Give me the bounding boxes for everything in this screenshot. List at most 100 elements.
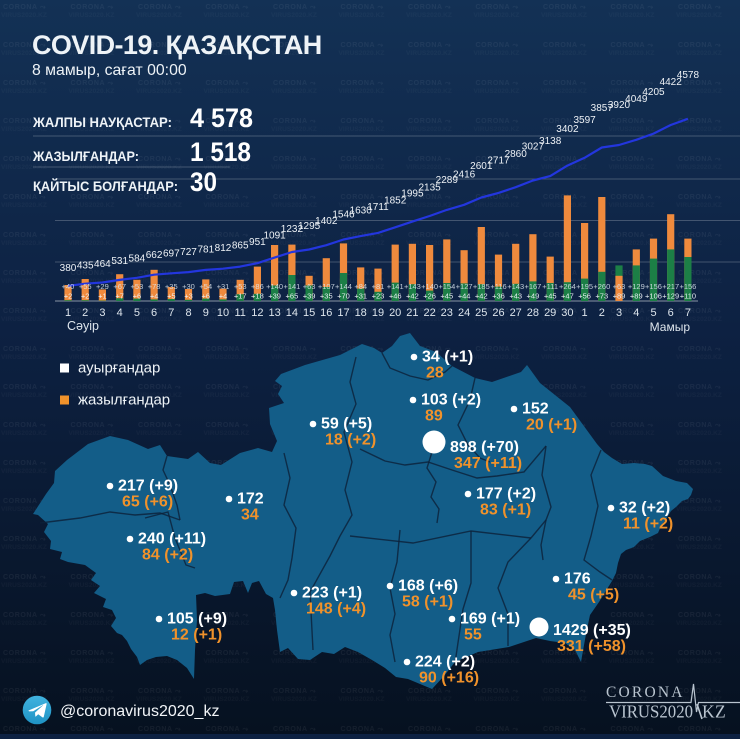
svg-text:+26: +26 — [423, 292, 436, 301]
svg-text:464: 464 — [94, 259, 111, 270]
svg-text:+40: +40 — [62, 282, 75, 291]
svg-text:4578: 4578 — [677, 70, 700, 81]
svg-text:+29: +29 — [96, 282, 109, 291]
svg-text:30: 30 — [190, 167, 217, 197]
svg-text:224 (+2): 224 (+2) — [415, 654, 475, 671]
svg-text:+1: +1 — [98, 292, 107, 301]
svg-text:+39: +39 — [268, 292, 281, 301]
svg-text:4: 4 — [117, 307, 123, 319]
svg-text:+23: +23 — [372, 292, 385, 301]
svg-text:+154: +154 — [438, 282, 455, 291]
svg-text:1: 1 — [65, 307, 71, 319]
svg-text:4 578: 4 578 — [190, 103, 253, 133]
svg-text:+35: +35 — [165, 282, 178, 291]
svg-text:19: 19 — [372, 307, 384, 319]
svg-text:+43: +43 — [509, 292, 522, 301]
svg-text:+264: +264 — [559, 282, 576, 291]
svg-text:172: 172 — [237, 491, 264, 508]
svg-text:ЖАЗЫЛҒАНДАР:: ЖАЗЫЛҒАНДАР: — [32, 148, 139, 164]
svg-text:58 (+1): 58 (+1) — [402, 594, 453, 611]
svg-text:34: 34 — [241, 507, 259, 524]
svg-text:+260: +260 — [593, 282, 610, 291]
svg-text:16: 16 — [320, 307, 332, 319]
svg-text:+107: +107 — [318, 282, 335, 291]
svg-text:+6: +6 — [202, 292, 211, 301]
svg-text:+35: +35 — [320, 292, 333, 301]
svg-text:+42: +42 — [406, 292, 419, 301]
svg-text:176: 176 — [564, 571, 591, 588]
svg-text:+4: +4 — [150, 292, 159, 301]
svg-text:34 (+1): 34 (+1) — [422, 349, 473, 366]
svg-text:380: 380 — [60, 263, 77, 274]
svg-text:+73: +73 — [595, 292, 608, 301]
svg-text:+140: +140 — [266, 282, 283, 291]
svg-text:3597: 3597 — [573, 115, 596, 126]
svg-text:COVID-19. ҚАЗАҚСТАН: COVID-19. ҚАЗАҚСТАН — [32, 30, 322, 60]
svg-text:20: 20 — [389, 307, 401, 319]
svg-text:+143: +143 — [507, 282, 524, 291]
svg-text:168 (+6): 168 (+6) — [398, 578, 458, 595]
svg-text:59 (+5): 59 (+5) — [321, 416, 372, 433]
svg-text:1: 1 — [582, 307, 588, 319]
svg-text:169 (+1): 169 (+1) — [460, 611, 520, 628]
svg-text:+110: +110 — [680, 292, 696, 301]
svg-text:жазылғандар: жазылғандар — [78, 392, 170, 409]
svg-text:+36: +36 — [492, 292, 505, 301]
svg-text:Мамыр: Мамыр — [650, 320, 691, 334]
svg-text:9: 9 — [203, 307, 209, 319]
svg-text:+65: +65 — [286, 292, 299, 301]
svg-text:18: 18 — [355, 307, 367, 319]
svg-text:83 (+1): 83 (+1) — [480, 502, 531, 519]
svg-text:223 (+1): 223 (+1) — [302, 585, 362, 602]
svg-text:11: 11 — [234, 307, 245, 319]
svg-text:17: 17 — [337, 307, 349, 319]
svg-text:28: 28 — [426, 365, 444, 382]
svg-text:+127: +127 — [456, 282, 473, 291]
svg-text:+3: +3 — [184, 292, 193, 301]
svg-text:+116: +116 — [490, 282, 506, 291]
svg-text:4205: 4205 — [642, 87, 665, 98]
svg-text:662: 662 — [146, 250, 163, 261]
svg-text:ЖАЛПЫ НАУҚАСТАР:: ЖАЛПЫ НАУҚАСТАР: — [32, 114, 172, 130]
svg-text:812: 812 — [215, 243, 232, 254]
svg-text:+129: +129 — [628, 282, 645, 291]
svg-text:13: 13 — [268, 307, 280, 319]
svg-text:30: 30 — [561, 307, 573, 319]
svg-text:7: 7 — [685, 307, 691, 319]
svg-text:18 (+2): 18 (+2) — [325, 432, 376, 449]
svg-text:+195: +195 — [576, 282, 593, 291]
svg-text:24: 24 — [458, 307, 470, 319]
svg-text:240 (+11): 240 (+11) — [138, 531, 206, 548]
svg-text:105 (+9): 105 (+9) — [167, 611, 227, 628]
svg-text:VIRUS2020: VIRUS2020 — [609, 702, 693, 722]
svg-text:+89: +89 — [630, 292, 643, 301]
svg-text:45 (+5): 45 (+5) — [568, 587, 619, 604]
svg-text:177 (+2): 177 (+2) — [476, 486, 536, 503]
svg-text:+81: +81 — [372, 282, 385, 291]
svg-text:+156: +156 — [645, 282, 662, 291]
svg-text:+156: +156 — [679, 282, 696, 291]
svg-text:347 (+11): 347 (+11) — [454, 455, 522, 472]
svg-text:10: 10 — [217, 307, 229, 319]
svg-text:+140: +140 — [421, 282, 438, 291]
svg-text:+217: +217 — [662, 282, 679, 291]
svg-text:14: 14 — [286, 307, 298, 319]
svg-text:55: 55 — [464, 627, 482, 644]
svg-text:+56: +56 — [578, 292, 591, 301]
svg-text:3: 3 — [616, 307, 622, 319]
svg-text:5: 5 — [134, 307, 140, 319]
svg-text:103 (+2): 103 (+2) — [421, 392, 481, 409]
svg-text:+141: +141 — [283, 282, 300, 291]
svg-text:6: 6 — [668, 307, 674, 319]
svg-text:331 (+58): 331 (+58) — [557, 638, 626, 655]
svg-text:89: 89 — [425, 408, 443, 425]
svg-text:+185: +185 — [473, 282, 490, 291]
svg-text:+7: +7 — [115, 292, 124, 301]
svg-text:27: 27 — [510, 307, 522, 319]
svg-text:+63: +63 — [613, 282, 626, 291]
svg-text:4: 4 — [633, 307, 639, 319]
svg-text:898 (+70): 898 (+70) — [450, 439, 519, 456]
svg-text:+17: +17 — [234, 292, 247, 301]
svg-text:+6: +6 — [133, 292, 142, 301]
svg-text:23: 23 — [441, 307, 453, 319]
